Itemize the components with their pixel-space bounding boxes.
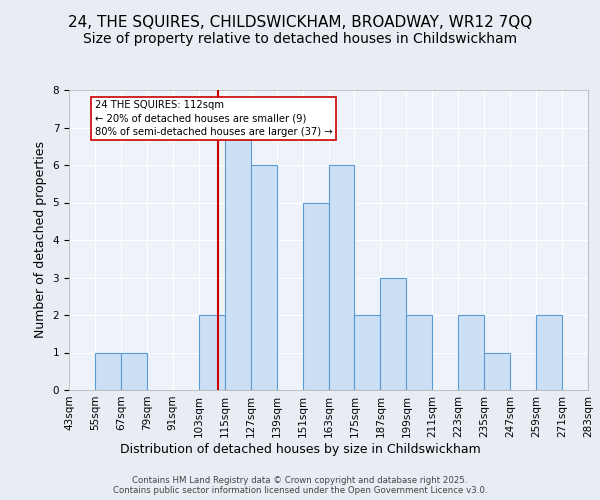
Bar xyxy=(302,202,329,390)
Bar xyxy=(329,165,355,390)
Bar xyxy=(121,352,147,390)
Bar xyxy=(224,128,251,390)
Bar xyxy=(355,315,380,390)
Bar xyxy=(380,278,406,390)
Y-axis label: Number of detached properties: Number of detached properties xyxy=(34,142,47,338)
Bar xyxy=(95,352,121,390)
Text: Contains HM Land Registry data © Crown copyright and database right 2025.
Contai: Contains HM Land Registry data © Crown c… xyxy=(113,476,487,495)
Text: Size of property relative to detached houses in Childswickham: Size of property relative to detached ho… xyxy=(83,32,517,46)
Text: 24 THE SQUIRES: 112sqm
← 20% of detached houses are smaller (9)
80% of semi-deta: 24 THE SQUIRES: 112sqm ← 20% of detached… xyxy=(95,100,332,137)
Bar xyxy=(458,315,484,390)
Text: 24, THE SQUIRES, CHILDSWICKHAM, BROADWAY, WR12 7QQ: 24, THE SQUIRES, CHILDSWICKHAM, BROADWAY… xyxy=(68,15,532,30)
Bar xyxy=(536,315,562,390)
Bar xyxy=(588,352,600,390)
Bar xyxy=(406,315,432,390)
Bar xyxy=(199,315,224,390)
Text: Distribution of detached houses by size in Childswickham: Distribution of detached houses by size … xyxy=(119,442,481,456)
Bar xyxy=(251,165,277,390)
Bar xyxy=(484,352,510,390)
